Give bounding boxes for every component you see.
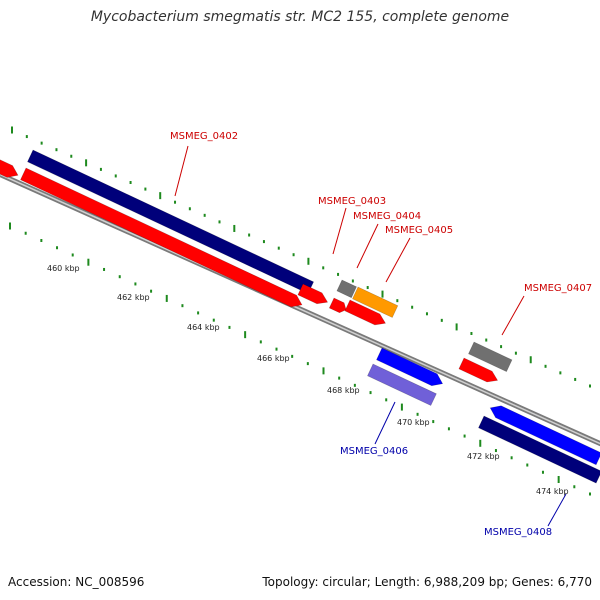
tick-label: 462 kbp xyxy=(117,293,150,302)
gene-feature-msmeg-0407 xyxy=(458,357,499,383)
gene-feature-small xyxy=(328,297,347,314)
gene-label-msmeg-0407: MSMEG_0407 xyxy=(524,283,592,294)
gene-feature-msmeg-0408 xyxy=(478,415,600,484)
gene-label-msmeg-0403: MSMEG_0403 xyxy=(318,196,386,207)
gene-feature-blue xyxy=(376,347,444,387)
callout-line xyxy=(174,145,189,197)
tick-label: 468 kbp xyxy=(327,386,360,395)
gene-feature-msmeg-0403 xyxy=(297,283,329,305)
gene-feature-left-partial xyxy=(0,159,19,178)
callout-line xyxy=(374,401,396,445)
gene-feature-msmeg-0406 xyxy=(367,363,437,406)
gene-label-msmeg-0402: MSMEG_0402 xyxy=(170,131,238,142)
tick-label: 474 kbp xyxy=(536,487,569,496)
tick-label: 464 kbp xyxy=(187,323,220,332)
gene-feature-grey-small xyxy=(336,279,357,299)
tick-label: 460 kbp xyxy=(47,264,80,273)
callout-line xyxy=(332,207,347,255)
tick-label: 472 kbp xyxy=(467,452,500,461)
gene-feature-msmeg-0407-grey xyxy=(468,341,513,372)
tick-label: 470 kbp xyxy=(397,418,430,427)
gene-label-msmeg-0408: MSMEG_0408 xyxy=(484,527,552,538)
callout-line xyxy=(501,295,525,336)
callout-line xyxy=(356,223,379,269)
gene-label-msmeg-0404: MSMEG_0404 xyxy=(353,211,421,222)
accession-text: Accession: NC_008596 xyxy=(8,575,145,589)
map-title: Mycobacterium smegmatis str. MC2 155, co… xyxy=(90,9,510,25)
gene-feature-msmeg-0402 xyxy=(20,167,303,308)
gene-label-msmeg-0405: MSMEG_0405 xyxy=(385,225,453,236)
tick-label: 466 kbp xyxy=(257,354,290,363)
gene-feature-msmeg-0405 xyxy=(344,299,386,326)
genome-summary-text: Topology: circular; Length: 6,988,209 bp… xyxy=(262,575,592,589)
callout-line xyxy=(547,493,567,527)
gene-label-msmeg-0406: MSMEG_0406 xyxy=(340,446,408,457)
tick-marks xyxy=(9,126,591,496)
gene-feature-blue-long xyxy=(489,405,600,466)
gene-feature-msmeg-0404 xyxy=(352,286,399,318)
callout-line xyxy=(385,237,411,283)
